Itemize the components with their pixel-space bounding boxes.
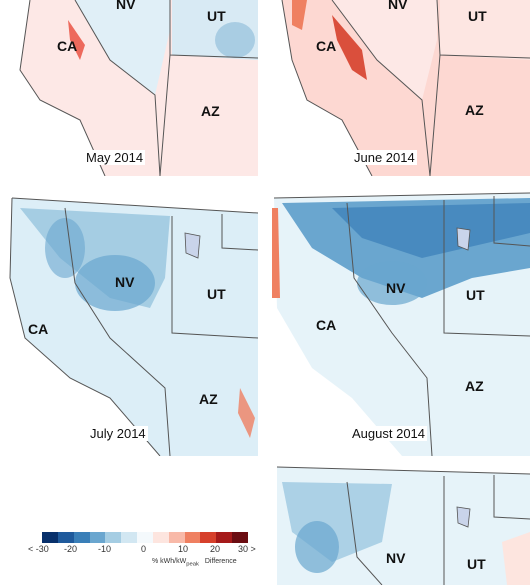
state-label-nv: NV: [116, 0, 136, 12]
state-label-ut: UT: [468, 8, 487, 24]
state-label-ut: UT: [467, 556, 486, 572]
state-label-ca: CA: [57, 38, 78, 54]
state-label-az: AZ: [465, 378, 484, 394]
legend-tick: 20: [210, 544, 221, 554]
state-label-ut: UT: [207, 286, 226, 302]
map-panel-july: NV UT CA AZ July 2014: [0, 188, 258, 456]
state-label-nv: NV: [388, 0, 408, 12]
map-panel-august: NV UT CA AZ August 2014: [272, 188, 530, 456]
legend-tick: 0: [141, 544, 147, 554]
state-label-ut: UT: [207, 8, 226, 24]
legend-unit-suffix: Difference: [204, 558, 237, 565]
legend-unit-sub: peak: [186, 561, 199, 568]
legend-tick: -10: [98, 544, 112, 554]
legend-tick: 10: [178, 544, 189, 554]
map-panel-june: NV UT CA AZ June 2014: [272, 0, 530, 176]
legend-title: % kWh/kWpeak Difference: [152, 558, 258, 567]
state-label-ut: UT: [466, 287, 485, 303]
state-label-nv: NV: [386, 280, 406, 296]
legend-swatch: [105, 532, 122, 543]
map-partial: [272, 462, 530, 585]
panel-caption-july: July 2014: [88, 426, 148, 441]
legend-swatch: [200, 532, 217, 543]
color-legend: < -30 -20 -10 0 10 20 30 > % kWh/kWpeak …: [28, 532, 258, 582]
legend-swatch: [216, 532, 233, 543]
state-label-ca: CA: [28, 321, 49, 337]
map-august: [272, 188, 530, 456]
legend-unit: % kWh/kW: [152, 558, 187, 565]
state-label-az: AZ: [199, 391, 218, 407]
state-label-az: AZ: [201, 103, 220, 119]
state-label-nv: NV: [115, 274, 135, 290]
legend-swatch: [184, 532, 201, 543]
panel-caption-may: May 2014: [84, 150, 146, 165]
legend-swatch: [121, 532, 138, 543]
legend-tick: -20: [64, 544, 78, 554]
legend-swatch: [89, 532, 106, 543]
map-panel-partial: NV UT: [272, 462, 530, 585]
panel-caption-june: June 2014: [352, 150, 417, 165]
legend-swatch: [73, 532, 90, 543]
panel-caption-august: August 2014: [350, 426, 428, 441]
legend-ticks: < -30 -20 -10 0 10 20 30 >: [28, 543, 258, 555]
legend-swatch: [57, 532, 74, 543]
legend-swatch: [152, 532, 169, 543]
legend-swatch: [168, 532, 185, 543]
map-june: [272, 0, 530, 176]
map-may: [0, 0, 258, 176]
legend-tick: 30 >: [238, 544, 256, 554]
state-label-nv: NV: [386, 550, 406, 566]
state-label-az: AZ: [465, 102, 484, 118]
state-label-ca: CA: [316, 38, 337, 54]
legend-swatch: [42, 532, 58, 543]
legend-tick: < -30: [28, 544, 49, 554]
state-label-ca: CA: [316, 317, 337, 333]
legend-swatch: [232, 532, 248, 543]
legend-swatch: [137, 532, 153, 543]
legend-colorbar: [42, 532, 248, 543]
map-panel-may: NV UT CA AZ May 2014: [0, 0, 258, 176]
map-july: [0, 188, 258, 456]
